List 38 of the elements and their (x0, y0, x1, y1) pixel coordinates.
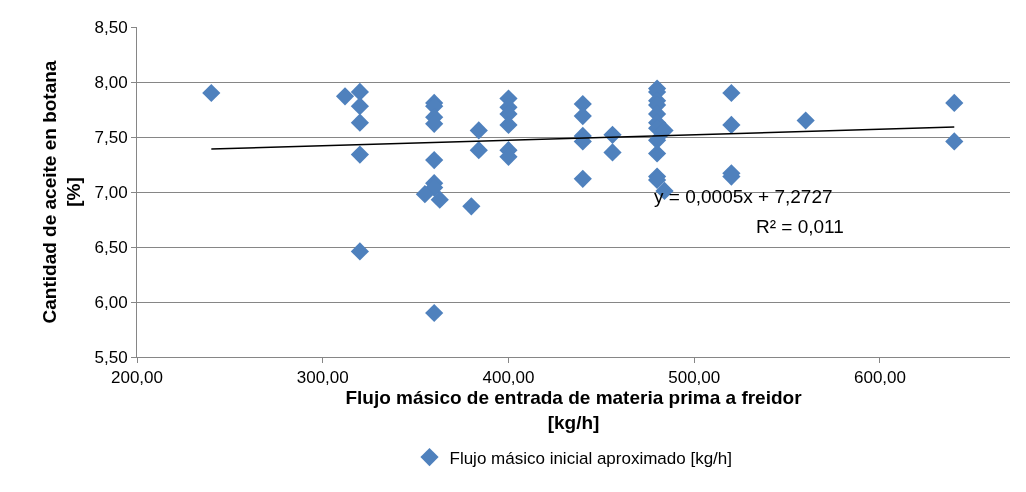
point (469, 121, 488, 140)
point (202, 83, 221, 103)
y-axis-title: Cantidad de aceite en botana [%] (38, 60, 85, 324)
point (335, 87, 355, 106)
point (350, 242, 369, 261)
y-tick-label: 6,50 (94, 237, 128, 257)
point (350, 113, 369, 132)
point (425, 151, 444, 170)
y-tick-label: 5,50 (94, 347, 128, 367)
point (462, 197, 481, 216)
point (430, 190, 449, 209)
y-tick-label: 8,00 (94, 72, 128, 92)
x-tick-label: 500,00 (668, 368, 721, 388)
point (350, 145, 369, 164)
point (350, 97, 369, 116)
x-axis-title: Flujo másico de entrada de materia prima a freidor [kg/h] (345, 387, 803, 434)
x-tick-label: 200,00 (111, 368, 163, 388)
point (945, 93, 964, 112)
point (603, 143, 622, 162)
x-tick-label: 300,00 (296, 368, 349, 388)
point (425, 303, 444, 323)
x-tick-label: 400,00 (482, 368, 535, 388)
y-tick-label: 8,50 (94, 17, 128, 37)
legend-label: Flujo másico inicial aproximado [kg/h] (449, 448, 733, 468)
point (945, 132, 964, 151)
point (647, 144, 667, 163)
point (350, 82, 369, 101)
y-tick-label: 7,00 (94, 182, 128, 202)
point (415, 185, 434, 204)
y-tick-label: 6,00 (94, 292, 128, 312)
point (722, 83, 741, 103)
point (469, 141, 488, 160)
point (722, 115, 741, 134)
point (573, 169, 592, 188)
annotation: R² = 0,011 (756, 216, 844, 237)
y-tick-label: 7,50 (94, 127, 128, 147)
point (796, 111, 815, 130)
x-tick-label: 600,00 (853, 368, 906, 388)
